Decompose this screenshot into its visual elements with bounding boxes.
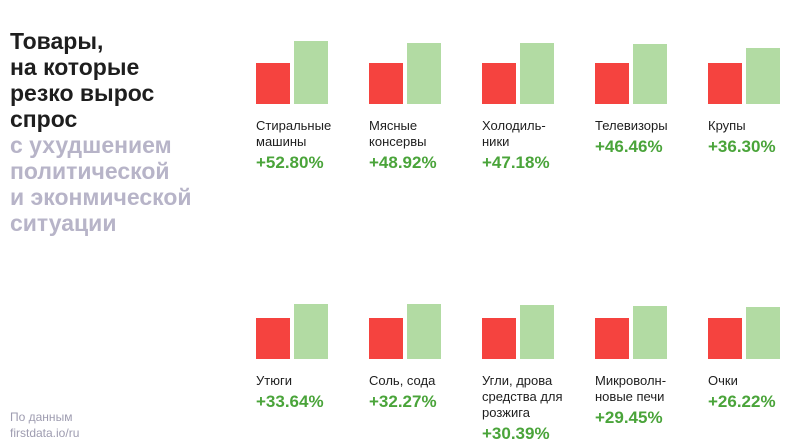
item-label-line: средства для (482, 389, 563, 404)
bar-after (520, 305, 554, 359)
item-value: +36.30% (708, 137, 776, 156)
bar-before (708, 317, 742, 359)
bar-after (520, 43, 554, 104)
item-label-line: Угли, дрова (482, 373, 553, 388)
item-label: Телевизоры (595, 118, 695, 134)
item-label-line: Утюги (256, 373, 292, 388)
item-label: Холодиль-ники (482, 118, 582, 150)
title-line: Товары, (10, 28, 104, 54)
bar-after (633, 43, 667, 104)
title-light-text: с ухудшением политической и эконмической… (10, 132, 240, 236)
item-label-line: машины (256, 134, 307, 149)
item-label: Крупы (708, 118, 800, 134)
bar-before (369, 317, 403, 359)
bar-pair (708, 293, 788, 359)
item-value: +46.46% (595, 137, 663, 156)
bar-pair (482, 293, 562, 359)
title-dark-text: Товары, на которые резко вырос спрос (10, 28, 240, 132)
bar-pair (595, 293, 675, 359)
title-line: и эконмической (10, 184, 192, 210)
item-value: +32.27% (369, 392, 437, 411)
item-label-line: Стиральные (256, 118, 332, 133)
bar-after (407, 42, 441, 104)
title-line: с ухудшением (10, 132, 172, 158)
chart-item: Очки +26.22% (708, 293, 800, 413)
bar-pair (595, 38, 675, 104)
bar-pair (369, 293, 449, 359)
bar-before (595, 62, 629, 104)
chart-item: Соль, сода +32.27% (369, 293, 469, 413)
bar-before (595, 317, 629, 359)
chart-item: Угли, дрова средства для розжига +30.39% (482, 293, 582, 445)
chart-item: Микроволн-новые печи +29.45% (595, 293, 695, 429)
bar-pair (369, 38, 449, 104)
item-label-line: Телевизоры (595, 118, 668, 133)
title-line: резко вырос (10, 80, 155, 106)
chart-item: Крупы +36.30% (708, 38, 800, 158)
bar-after (294, 303, 328, 359)
item-label-line: новые печи (595, 389, 665, 404)
item-value: +26.22% (708, 392, 776, 411)
item-label-line: Крупы (708, 118, 746, 133)
bar-before (256, 62, 290, 104)
item-label-line: Микроволн- (595, 373, 667, 388)
source-line: По данным (10, 410, 73, 424)
bar-before (482, 62, 516, 104)
title-line: ситуации (10, 210, 117, 236)
bar-after (746, 306, 780, 359)
item-value: +30.39% (482, 424, 550, 443)
bar-pair (482, 38, 562, 104)
title-line: политической (10, 158, 170, 184)
item-value: +33.64% (256, 392, 324, 411)
chart-title: Товары, на которые резко вырос спрос с у… (10, 28, 240, 236)
title-line: спрос (10, 106, 78, 132)
chart-item: Телевизоры +46.46% (595, 38, 695, 158)
bar-pair (708, 38, 788, 104)
item-label-line: розжига (482, 405, 530, 420)
bar-before (482, 317, 516, 359)
item-value: +48.92% (369, 153, 437, 172)
item-label-line: Соль, сода (369, 373, 436, 388)
item-label-line: Холодиль- (482, 118, 546, 133)
item-label: Микроволн-новые печи (595, 373, 695, 405)
bar-after (294, 41, 328, 104)
item-label: Угли, дрова средства для розжига (482, 373, 582, 421)
item-label-line: Мясные (369, 118, 418, 133)
item-label: Очки (708, 373, 800, 389)
bar-before (708, 62, 742, 104)
item-label: Соль, сода (369, 373, 469, 389)
bar-after (746, 47, 780, 104)
bar-after (633, 305, 667, 359)
item-label: Утюги (256, 373, 356, 389)
bar-before (369, 62, 403, 104)
bar-after (407, 304, 441, 359)
chart-item: Мясные консервы +48.92% (369, 38, 469, 174)
item-label-line: ники (482, 134, 510, 149)
item-value: +52.80% (256, 153, 324, 172)
item-label: Мясные консервы (369, 118, 469, 150)
title-line: на которые (10, 54, 140, 80)
item-label-line: Очки (708, 373, 738, 388)
chart-item: Стиральные машины +52.80% (256, 38, 356, 174)
item-label: Стиральные машины (256, 118, 356, 150)
source-line: firstdata.io/ru (10, 426, 80, 440)
bar-pair (256, 293, 336, 359)
chart-item: Холодиль-ники +47.18% (482, 38, 582, 174)
chart-item: Утюги +33.64% (256, 293, 356, 413)
item-value: +29.45% (595, 408, 663, 427)
source-note: По данным firstdata.io/ru (10, 409, 79, 441)
item-label-line: консервы (369, 134, 427, 149)
bar-before (256, 317, 290, 359)
bar-pair (256, 38, 336, 104)
item-value: +47.18% (482, 153, 550, 172)
